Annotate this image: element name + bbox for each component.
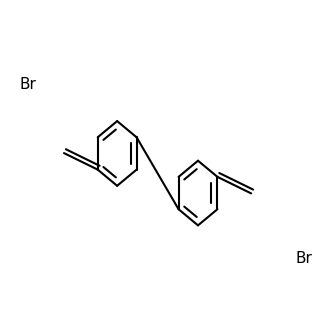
Text: Br: Br: [19, 77, 36, 92]
Text: Br: Br: [295, 250, 312, 266]
